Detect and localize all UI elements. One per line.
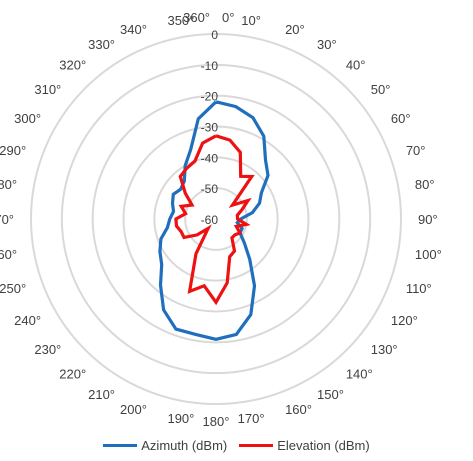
grid-ring bbox=[153, 156, 279, 282]
angle-label: 330° bbox=[88, 37, 115, 52]
angle-label: 90° bbox=[418, 212, 438, 227]
angle-label: 210° bbox=[88, 387, 115, 402]
angle-label: 10° bbox=[241, 13, 261, 28]
angle-label: 80° bbox=[415, 177, 435, 192]
angle-label: 40° bbox=[346, 57, 366, 72]
grid-ring bbox=[91, 94, 341, 344]
angle-label: 340° bbox=[120, 22, 147, 37]
angle-label: 0° bbox=[222, 10, 234, 25]
grid-ring bbox=[184, 187, 248, 251]
series-line-elevation bbox=[174, 134, 255, 306]
radial-tick-label: -50 bbox=[201, 182, 219, 196]
angle-label: 300° bbox=[14, 111, 41, 126]
angle-label: 30° bbox=[317, 37, 337, 52]
radial-tick-label: -10 bbox=[201, 59, 219, 73]
angle-label: 110° bbox=[406, 281, 432, 296]
radial-tick-label: 0 bbox=[211, 28, 218, 42]
legend: Azimuth (dBm) Elevation (dBm) bbox=[0, 438, 473, 453]
angle-label: 200° bbox=[120, 402, 147, 417]
angle-label: 260° bbox=[0, 247, 17, 262]
angle-label: 270° bbox=[0, 212, 14, 227]
angle-label: 170° bbox=[238, 411, 265, 426]
angle-label: 290° bbox=[0, 143, 26, 158]
radial-tick-label: -60 bbox=[201, 213, 219, 227]
angle-label: 70° bbox=[406, 143, 426, 158]
radar-chart: 0 -10 -20 -30 -40 -50 -60 0° 10° 20° 30° 40° 50°60°… bbox=[0, 10, 442, 429]
angle-label: 190° bbox=[167, 411, 194, 426]
radial-tick-label: -30 bbox=[201, 121, 219, 135]
angle-label: 180° bbox=[203, 414, 230, 429]
legend-item-elevation: Elevation (dBm) bbox=[239, 438, 370, 453]
angle-label: 230° bbox=[34, 342, 61, 357]
grid-ring bbox=[30, 33, 402, 405]
angle-label: 120° bbox=[391, 313, 418, 328]
angle-label: 320° bbox=[59, 57, 86, 72]
grid-ring bbox=[60, 63, 372, 375]
radial-tick-label: -40 bbox=[201, 151, 219, 165]
angle-label: 350° bbox=[167, 13, 194, 28]
series-line-azimuth bbox=[158, 100, 270, 341]
angle-label: 360° bbox=[183, 10, 210, 25]
legend-swatch-azimuth bbox=[103, 444, 138, 447]
angle-label: 220° bbox=[59, 367, 86, 382]
angle-label: 150° bbox=[317, 387, 344, 402]
grid-ring bbox=[122, 125, 310, 313]
angle-label: 20° bbox=[285, 22, 305, 37]
angle-labels: 0° 10° 20° 30° 40° 50°60° 70° 80° 90° 100° 110° 120… bbox=[0, 10, 442, 429]
angle-label: 50° bbox=[371, 82, 391, 97]
legend-item-azimuth: Azimuth (dBm) bbox=[103, 438, 227, 453]
angle-label: 140° bbox=[346, 367, 373, 382]
angle-label: 280° bbox=[0, 177, 17, 192]
legend-label-azimuth: Azimuth (dBm) bbox=[141, 438, 228, 453]
angle-label: 160° bbox=[285, 402, 312, 417]
series-layer bbox=[158, 100, 270, 341]
radial-tick-labels: 0 -10 -20 -30 -40 -50 -60 bbox=[201, 28, 219, 227]
angle-label: 310° bbox=[34, 82, 61, 97]
legend-label-elevation: Elevation (dBm) bbox=[277, 438, 370, 453]
angle-label: 240° bbox=[14, 313, 41, 328]
angle-label: 250° bbox=[0, 281, 26, 296]
angle-label: 100° bbox=[415, 247, 442, 262]
radial-tick-label: -20 bbox=[201, 90, 219, 104]
radar-grid bbox=[30, 33, 402, 405]
angle-label: 130° bbox=[371, 342, 398, 357]
angle-label: 60° bbox=[391, 111, 411, 126]
legend-swatch-elevation bbox=[239, 444, 274, 447]
